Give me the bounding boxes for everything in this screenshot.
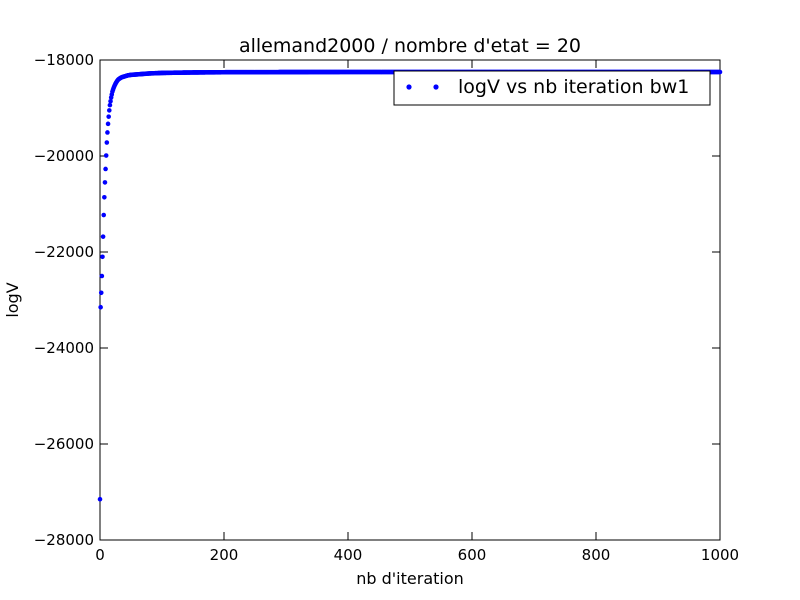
x-tick-label: 600: [458, 546, 487, 564]
data-point: [106, 114, 111, 119]
y-tick-label: −20000: [34, 147, 94, 165]
data-point: [105, 130, 110, 135]
data-point: [98, 290, 104, 296]
x-tick-label: 400: [334, 546, 363, 564]
data-point: [717, 69, 723, 75]
data-point: [108, 98, 113, 104]
data-point: [100, 234, 106, 239]
y-tick-label: −28000: [34, 531, 94, 549]
data-point: [100, 254, 105, 260]
data-point: [107, 102, 113, 108]
legend-marker: [406, 84, 412, 90]
legend: logV vs nb iteration bw1: [393, 70, 711, 106]
data-point: [103, 153, 109, 158]
data-point: [104, 140, 110, 145]
data-point: [97, 496, 103, 502]
data-point: [107, 108, 112, 113]
y-tick-label: −26000: [34, 435, 94, 453]
plot-area: 0 200 400 600 800 1000 −28000 −26000 −24000 −2200…: [34, 51, 739, 564]
legend-box: [393, 70, 711, 106]
legend-label: logV vs nb iteration bw1: [458, 76, 689, 98]
data-point: [103, 166, 108, 172]
x-tick-label: 800: [582, 546, 611, 564]
data-point: [98, 304, 103, 310]
axes-frame: [99, 59, 721, 541]
data-point: [102, 180, 108, 185]
data-point: [102, 194, 107, 200]
legend-marker: [433, 84, 439, 90]
data-point: [105, 121, 111, 127]
x-tick-label: 0: [95, 546, 105, 564]
chart-title: allemand2000 / nombre d'etat = 20: [239, 35, 581, 57]
y-tick-label: −24000: [34, 339, 94, 357]
y-axis-label: logV: [3, 282, 22, 317]
data-point: [101, 212, 107, 218]
x-tick-label: 200: [210, 546, 239, 564]
y-tick-label: −18000: [34, 51, 94, 69]
y-tick-label: −22000: [34, 243, 94, 261]
x-axis-label: nb d'iteration: [356, 569, 464, 588]
x-tick-label: 1000: [701, 546, 739, 564]
data-point: [99, 273, 105, 279]
